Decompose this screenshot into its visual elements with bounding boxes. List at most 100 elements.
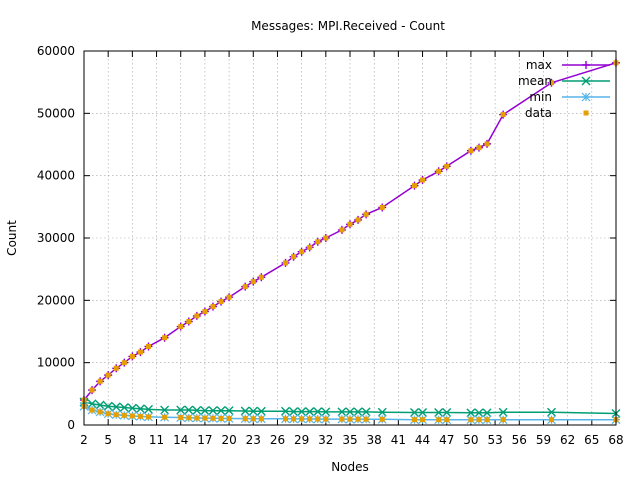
data-point-marker [476, 417, 482, 423]
data-point-marker [224, 406, 234, 416]
data-point-marker [95, 400, 105, 410]
data-point-marker [420, 417, 426, 423]
data-point-marker [113, 412, 119, 418]
data-point-marker [89, 407, 95, 413]
legend-label: mean [518, 74, 552, 88]
data-point-marker [192, 405, 202, 415]
data-point-marker [299, 249, 305, 255]
data-point-marker [202, 309, 208, 315]
x-tick-label: 44 [415, 433, 430, 447]
data-point-marker [484, 141, 490, 147]
data-point-marker [353, 407, 363, 417]
x-tick-label: 59 [536, 433, 551, 447]
data-point-marker [240, 406, 250, 416]
data-point-marker [186, 319, 192, 325]
data-point-marker [97, 378, 103, 384]
data-point-marker [97, 409, 103, 415]
data-point-marker [442, 408, 452, 418]
plot-series [79, 58, 621, 425]
data-point-marker [111, 402, 121, 412]
data-point-marker [547, 407, 557, 417]
x-tick-label: 17 [197, 433, 212, 447]
data-point-marker [581, 76, 591, 86]
data-point-marker [409, 408, 419, 418]
data-point-marker [307, 244, 313, 250]
data-point-marker [121, 360, 127, 366]
y-tick-label: 20000 [37, 293, 75, 307]
data-point-marker [363, 211, 369, 217]
x-tick-label: 53 [487, 433, 502, 447]
data-point-marker [178, 415, 184, 421]
data-point-marker [583, 110, 589, 116]
data-point-marker [119, 403, 129, 413]
data-point-marker [184, 405, 194, 415]
x-tick-label: 11 [149, 433, 164, 447]
data-point-marker [379, 416, 385, 422]
chart-title: Messages: MPI.Received - Count [251, 19, 445, 33]
data-point-marker [283, 416, 289, 422]
data-point-marker [436, 168, 442, 174]
data-point-marker [145, 343, 151, 349]
data-point-marker [299, 416, 305, 422]
x-tick-label: 38 [367, 433, 382, 447]
data-point-marker [289, 407, 299, 417]
data-point-marker [137, 349, 143, 355]
data-point-marker [194, 313, 200, 319]
data-point-marker [210, 304, 216, 310]
series-mean [79, 397, 621, 418]
x-tick-label: 62 [560, 433, 575, 447]
data-point-marker [355, 416, 361, 422]
x-tick-label: 41 [391, 433, 406, 447]
data-point-marker [256, 406, 266, 416]
data-point-marker [549, 80, 555, 86]
data-point-marker [411, 417, 417, 423]
data-point-marker [202, 415, 208, 421]
data-point-marker [226, 415, 232, 421]
data-point-marker [582, 61, 590, 69]
x-tick-label: 50 [463, 433, 478, 447]
data-point-marker [129, 353, 135, 359]
data-point-marker [323, 416, 329, 422]
data-point-marker [121, 412, 127, 418]
data-point-marker [347, 416, 353, 422]
data-point-marker [361, 407, 371, 417]
data-point-marker [418, 408, 428, 418]
data-point-marker [162, 414, 168, 420]
data-point-marker [129, 413, 135, 419]
data-point-marker [250, 416, 256, 422]
x-tick-label: 65 [584, 433, 599, 447]
data-point-marker [127, 403, 137, 413]
x-tick-label: 5 [104, 433, 112, 447]
data-point-marker [226, 294, 232, 300]
data-point-marker [307, 416, 313, 422]
data-point-marker [434, 408, 444, 418]
data-point-marker [323, 235, 329, 241]
legend-entry-data: data [525, 106, 589, 120]
data-point-marker [468, 148, 474, 154]
data-point-marker [145, 414, 151, 420]
data-point-marker [89, 387, 95, 393]
data-point-marker [297, 407, 307, 417]
data-point-marker [105, 372, 111, 378]
legend-entry-min: min [529, 90, 610, 104]
data-point-marker [339, 416, 345, 422]
data-point-marker [474, 408, 484, 418]
data-point-marker [549, 417, 555, 423]
data-point-marker [468, 417, 474, 423]
data-point-marker [466, 408, 476, 418]
data-point-marker [283, 260, 289, 266]
data-point-marker [305, 407, 315, 417]
data-point-marker [103, 401, 113, 411]
data-point-marker [337, 407, 347, 417]
legend-entry-mean: mean [518, 74, 610, 88]
data-point-marker [379, 204, 385, 210]
data-point-marker [242, 284, 248, 290]
data-point-marker [484, 417, 490, 423]
x-tick-label: 2 [80, 433, 88, 447]
x-tick-label: 35 [342, 433, 357, 447]
x-tick-label: 68 [608, 433, 623, 447]
x-tick-label: 20 [221, 433, 236, 447]
plot-frame [83, 50, 617, 426]
data-point-marker [498, 407, 508, 417]
